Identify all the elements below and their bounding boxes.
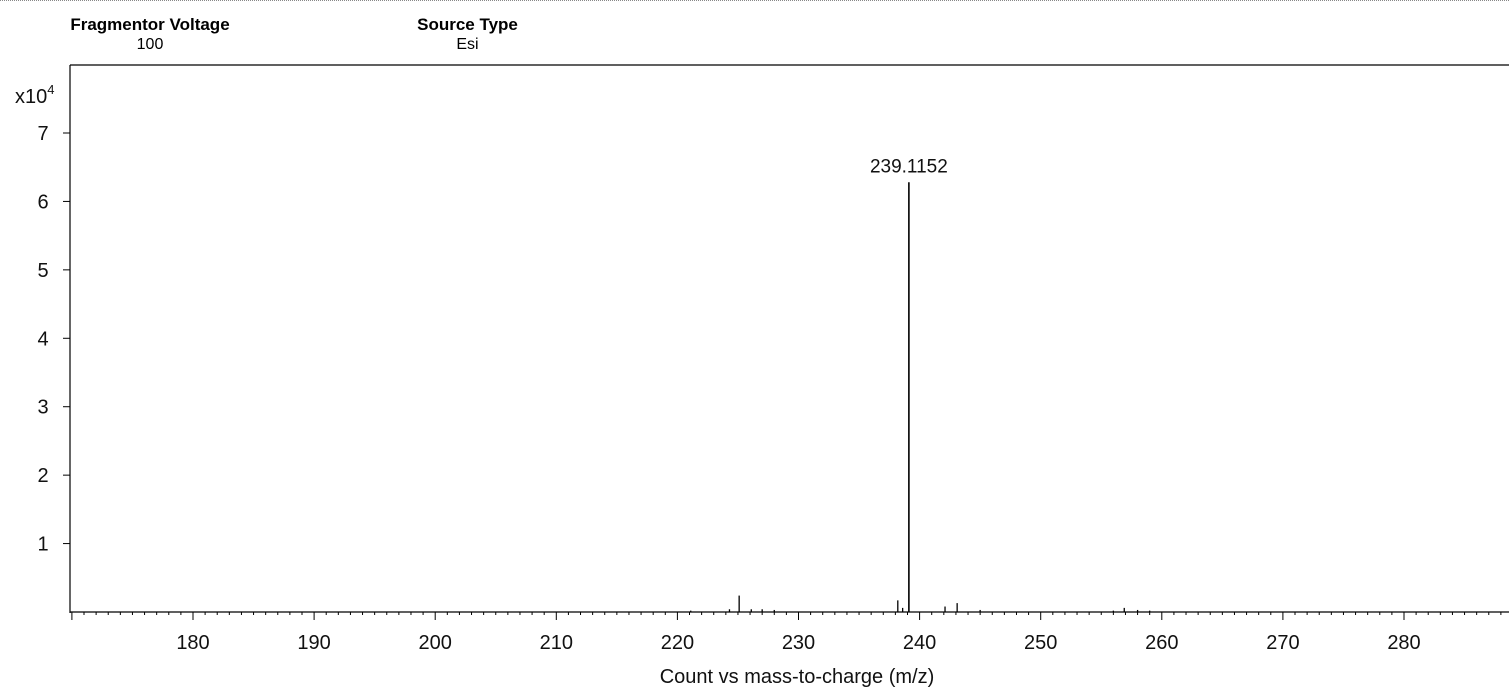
x-tick-label: 260 bbox=[1145, 632, 1178, 654]
y-tick-label: 1 bbox=[37, 534, 48, 556]
y-tick-label: 4 bbox=[37, 328, 48, 350]
x-tick-label: 190 bbox=[297, 632, 330, 654]
source-type-value: Esi bbox=[456, 36, 479, 53]
y-tick-label: 5 bbox=[37, 260, 48, 282]
y-tick-label: 6 bbox=[37, 191, 48, 213]
y-tick-label: 2 bbox=[37, 465, 48, 487]
x-tick-label: 230 bbox=[782, 632, 815, 654]
y-axis-multiplier: x104 bbox=[15, 82, 54, 108]
x-axis-ticks: 180 190 200 210 220 230 240 250 260 270 280 bbox=[71, 612, 1502, 654]
peak-label: 239.1152 bbox=[870, 156, 948, 177]
y-multiplier-exponent: 4 bbox=[47, 82, 54, 97]
y-axis-ticks: 1 2 3 4 5 6 7 bbox=[37, 123, 70, 556]
x-axis-title: Count vs mass-to-charge (m/z) bbox=[660, 666, 935, 688]
fragmentor-voltage-field: Fragmentor Voltage 100 bbox=[45, 14, 255, 54]
source-type-label: Source Type bbox=[417, 15, 518, 34]
fragmentor-voltage-label: Fragmentor Voltage bbox=[70, 15, 230, 34]
y-multiplier-base: x10 bbox=[15, 86, 47, 108]
top-border bbox=[0, 0, 1509, 1]
y-tick-label: 7 bbox=[37, 123, 48, 145]
source-type-field: Source Type Esi bbox=[395, 14, 540, 54]
x-tick-label: 200 bbox=[419, 632, 452, 654]
x-tick-label: 210 bbox=[540, 632, 573, 654]
x-tick-label: 280 bbox=[1387, 632, 1420, 654]
x-tick-label: 180 bbox=[176, 632, 209, 654]
spectrum-peaks: 239.1152 bbox=[690, 156, 1151, 612]
fragmentor-voltage-value: 100 bbox=[136, 36, 164, 53]
y-tick-label: 3 bbox=[37, 397, 48, 419]
x-tick-label: 220 bbox=[661, 632, 694, 654]
x-tick-label: 240 bbox=[903, 632, 936, 654]
x-tick-label: 250 bbox=[1024, 632, 1057, 654]
x-tick-label: 270 bbox=[1266, 632, 1299, 654]
